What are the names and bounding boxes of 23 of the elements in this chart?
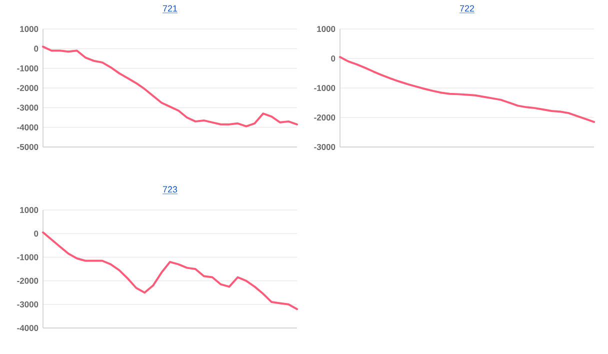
y-tick-label: -3000 <box>17 104 38 111</box>
line-series <box>42 46 298 128</box>
chart-title: 723 <box>162 186 178 193</box>
y-tick-label: 0 <box>34 230 38 237</box>
y-tick-label: 1000 <box>20 207 38 213</box>
y-tick-label: -2000 <box>314 114 336 120</box>
y-tick-label: -1000 <box>17 65 38 72</box>
y-tick-label: -2000 <box>17 278 38 284</box>
y-tick-label: -5000 <box>17 144 38 150</box>
line-series <box>339 56 596 123</box>
y-tick-label: -1000 <box>17 254 38 260</box>
y-tick-label: -4000 <box>17 124 38 130</box>
y-tick-label: -3000 <box>17 301 38 308</box>
y-tick-label: 1000 <box>20 26 38 32</box>
y-tick-label: -1000 <box>314 85 336 91</box>
chart-title: 722 <box>460 5 474 12</box>
y-tick-label: -3000 <box>314 144 336 150</box>
y-tick-label: 0 <box>34 46 38 52</box>
y-tick-label: 0 <box>331 56 336 62</box>
chart-title: 721 <box>162 5 178 12</box>
y-tick-label: 1000 <box>317 26 336 32</box>
y-tick-label: -2000 <box>17 85 38 91</box>
y-tick-label: -4000 <box>17 325 38 331</box>
